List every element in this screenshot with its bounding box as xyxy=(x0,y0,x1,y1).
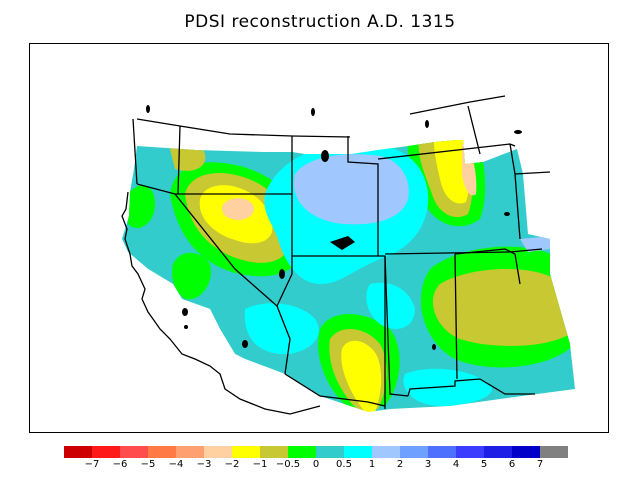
colorbar-tick-label: 2 xyxy=(396,459,404,470)
lake-6 xyxy=(242,340,248,348)
wa-coast xyxy=(132,118,138,185)
field-cyan-ca-az xyxy=(244,303,319,355)
lakes xyxy=(146,105,522,350)
colorbar-tick-label: −5 xyxy=(140,459,156,470)
colorbar-swatch xyxy=(204,446,232,458)
lake-8 xyxy=(514,130,522,134)
colorbar-swatch xyxy=(232,446,260,458)
non-data-areas xyxy=(30,239,368,432)
lake-5 xyxy=(184,325,188,329)
lake-1 xyxy=(321,150,329,162)
pacific-coast xyxy=(121,191,321,415)
colorbar-tick-label: −7 xyxy=(84,459,100,470)
colorbar-swatch xyxy=(344,446,372,458)
colorbar-swatch xyxy=(456,446,484,458)
colorbar-swatch xyxy=(288,446,316,458)
colorbar-tick-label: 4 xyxy=(452,459,460,470)
border-nv-az xyxy=(276,256,293,307)
colorbar-swatch xyxy=(260,446,288,458)
border-co-ks xyxy=(454,248,521,285)
field-lightblue-ne xyxy=(520,236,550,252)
colorbar-swatch xyxy=(512,446,540,458)
lake-10 xyxy=(146,105,150,113)
colorbar xyxy=(64,446,568,458)
border-canada-east xyxy=(409,95,506,115)
colorbar-tick-label: 6 xyxy=(508,459,516,470)
border-wy xyxy=(347,136,379,256)
colorbar-swatch xyxy=(120,446,148,458)
border-id-or xyxy=(177,125,181,195)
field-yellow-az xyxy=(341,340,382,412)
colorbar-tick-label: −2 xyxy=(224,459,240,470)
colorbar-swatch xyxy=(176,446,204,458)
lake-4 xyxy=(182,308,188,316)
colorbar-tick-label: −1 xyxy=(252,459,268,470)
colorbar-tick-label: 1 xyxy=(368,459,376,470)
border-mexico-east xyxy=(407,378,535,397)
border-az-ca xyxy=(276,305,291,375)
field-olive-id xyxy=(170,142,206,171)
colorbar-tick-label: 3 xyxy=(424,459,432,470)
border-mexico-az xyxy=(284,373,386,407)
state-borders xyxy=(136,95,551,409)
colorbar-swatch xyxy=(540,446,568,458)
colorbar-swatch xyxy=(92,446,120,458)
colorbar-ticks: −7 −6 −5 −4 −3 −2 −1 −0.5 0 0.5 1 2 3 4 5 6 7 xyxy=(0,459,640,473)
colorbar-tick-label: −0.5 xyxy=(275,459,301,470)
colorbar-tick-label: 0.5 xyxy=(336,459,352,470)
field-olive-nm xyxy=(432,268,570,346)
border-canada xyxy=(136,118,351,138)
field-yellow-wy xyxy=(433,140,470,204)
lake-11 xyxy=(311,108,315,116)
pdsi-map xyxy=(30,95,575,432)
colorbar-tick-label: −6 xyxy=(112,459,128,470)
map-frame xyxy=(29,43,609,433)
colorbar-tick-label: 5 xyxy=(480,459,488,470)
border-nv-ca xyxy=(174,193,278,307)
colorbar-swatch xyxy=(372,446,400,458)
lake-9 xyxy=(504,212,510,216)
colorbar-swatch xyxy=(400,446,428,458)
field-green-or xyxy=(128,185,155,228)
border-nm-west xyxy=(384,255,409,397)
map-title: PDSI reconstruction A.D. 1315 xyxy=(184,12,456,32)
colorbar-swatch xyxy=(428,446,456,458)
colorbar-swatch xyxy=(148,446,176,458)
colorbar-swatch xyxy=(484,446,512,458)
lake-12 xyxy=(425,120,429,128)
colorbar-tick-label: 7 xyxy=(536,459,544,470)
border-nm-tx xyxy=(454,253,458,380)
field-lightblue-ut xyxy=(293,154,409,225)
colorbar-swatch xyxy=(64,446,92,458)
lake-3 xyxy=(279,269,285,279)
colorbar-tick-label: −4 xyxy=(168,459,184,470)
border-mt-nd xyxy=(467,105,481,155)
colorbar-tick-label: −3 xyxy=(196,459,212,470)
border-nd xyxy=(514,171,551,175)
great-salt-lake xyxy=(330,236,355,250)
coastline xyxy=(121,118,321,415)
field-green-north xyxy=(180,140,330,147)
field-cyan-south xyxy=(403,368,492,406)
colorbar-swatch xyxy=(316,446,344,458)
lake-7 xyxy=(432,344,436,350)
colorbar-tick-label: 0 xyxy=(312,459,320,470)
field-cyan-az-east xyxy=(366,282,415,329)
field-peach-nv xyxy=(222,198,254,220)
field-green-ca xyxy=(172,252,211,300)
